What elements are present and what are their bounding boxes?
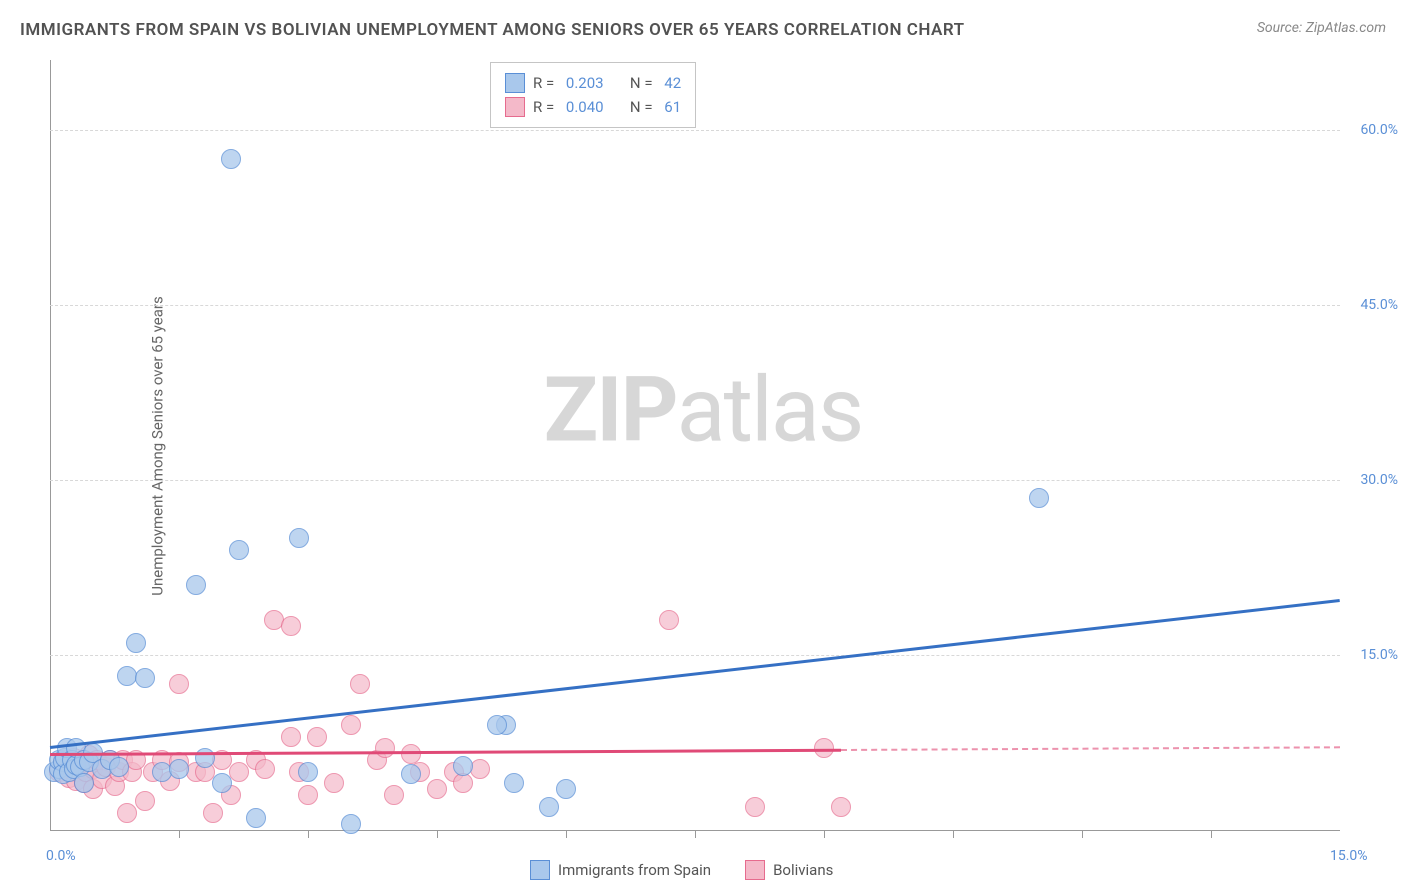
legend-correlation-row: R = 0.040 N = 61: [505, 95, 681, 119]
gridline: [50, 130, 1340, 131]
chart-area: 15.0%30.0%45.0%60.0%0.0%15.0%: [50, 60, 1340, 830]
legend-item-bolivians: Bolivians: [745, 860, 833, 880]
legend-n-label: N =: [630, 71, 656, 95]
x-tick: [824, 830, 825, 838]
x-tick: [953, 830, 954, 838]
legend-r-value: 0.040: [566, 95, 622, 119]
x-tick-label: 15.0%: [1330, 848, 1368, 864]
chart-title: IMMIGRANTS FROM SPAIN VS BOLIVIAN UNEMPL…: [20, 20, 965, 40]
legend-swatch-spain: [530, 860, 550, 880]
data-point: [135, 791, 155, 811]
data-point: [212, 773, 232, 793]
data-point: [169, 759, 189, 779]
legend-n-label: N =: [630, 95, 656, 119]
data-point: [298, 762, 318, 782]
legend-label-spain: Immigrants from Spain: [558, 861, 711, 879]
gridline: [50, 305, 1340, 306]
gridline: [50, 480, 1340, 481]
x-tick: [437, 830, 438, 838]
data-point: [281, 727, 301, 747]
data-point: [341, 814, 361, 834]
legend-r-label: R =: [533, 71, 558, 95]
data-point: [487, 715, 507, 735]
data-point: [324, 773, 344, 793]
data-point: [195, 748, 215, 768]
data-point: [453, 756, 473, 776]
data-point: [229, 540, 249, 560]
trend-line: [50, 749, 841, 756]
legend-label-bolivians: Bolivians: [773, 861, 833, 879]
x-tick: [566, 830, 567, 838]
legend-n-value: 42: [664, 71, 681, 95]
trend-line: [50, 599, 1340, 748]
x-tick: [1082, 830, 1083, 838]
data-point: [109, 757, 129, 777]
data-point: [74, 773, 94, 793]
legend-swatch-bolivians: [745, 860, 765, 880]
trend-line-dashed: [841, 746, 1340, 751]
data-point: [169, 674, 189, 694]
x-tick: [179, 830, 180, 838]
data-point: [307, 727, 327, 747]
legend-swatch-icon: [505, 97, 525, 117]
y-tick-label: 30.0%: [1360, 472, 1398, 488]
x-tick: [308, 830, 309, 838]
data-point: [246, 808, 266, 828]
data-point: [556, 779, 576, 799]
legend-correlation-row: R = 0.203 N = 42: [505, 71, 681, 95]
data-point: [659, 610, 679, 630]
data-point: [341, 715, 361, 735]
data-point: [401, 764, 421, 784]
data-point: [221, 149, 241, 169]
data-point: [1029, 488, 1049, 508]
y-tick-label: 60.0%: [1360, 122, 1398, 138]
data-point: [135, 668, 155, 688]
data-point: [745, 797, 765, 817]
data-point: [831, 797, 851, 817]
y-tick-label: 45.0%: [1360, 297, 1398, 313]
data-point: [186, 575, 206, 595]
data-point: [470, 759, 490, 779]
y-tick-label: 15.0%: [1360, 647, 1398, 663]
legend-swatch-icon: [505, 73, 525, 93]
data-point: [289, 528, 309, 548]
plot-area: 15.0%30.0%45.0%60.0%0.0%15.0%: [50, 60, 1340, 830]
legend-correlation-box: R = 0.203 N = 42 R = 0.040 N = 61: [490, 62, 696, 128]
data-point: [229, 762, 249, 782]
data-point: [126, 633, 146, 653]
x-tick: [1211, 830, 1212, 838]
x-tick-label: 0.0%: [46, 848, 76, 864]
gridline: [50, 655, 1340, 656]
data-point: [384, 785, 404, 805]
data-point: [203, 803, 223, 823]
legend-r-label: R =: [533, 95, 558, 119]
data-point: [298, 785, 318, 805]
data-point: [504, 773, 524, 793]
data-point: [375, 738, 395, 758]
data-point: [255, 759, 275, 779]
data-point: [350, 674, 370, 694]
data-point: [117, 803, 137, 823]
legend-r-value: 0.203: [566, 71, 622, 95]
legend-series: Immigrants from Spain Bolivians: [530, 860, 857, 880]
data-point: [453, 773, 473, 793]
data-point: [281, 616, 301, 636]
source-attribution: Source: ZipAtlas.com: [1257, 20, 1386, 36]
x-tick: [695, 830, 696, 838]
legend-n-value: 61: [664, 95, 681, 119]
y-axis-line: [50, 60, 51, 830]
data-point: [427, 779, 447, 799]
data-point: [539, 797, 559, 817]
legend-item-spain: Immigrants from Spain: [530, 860, 711, 880]
